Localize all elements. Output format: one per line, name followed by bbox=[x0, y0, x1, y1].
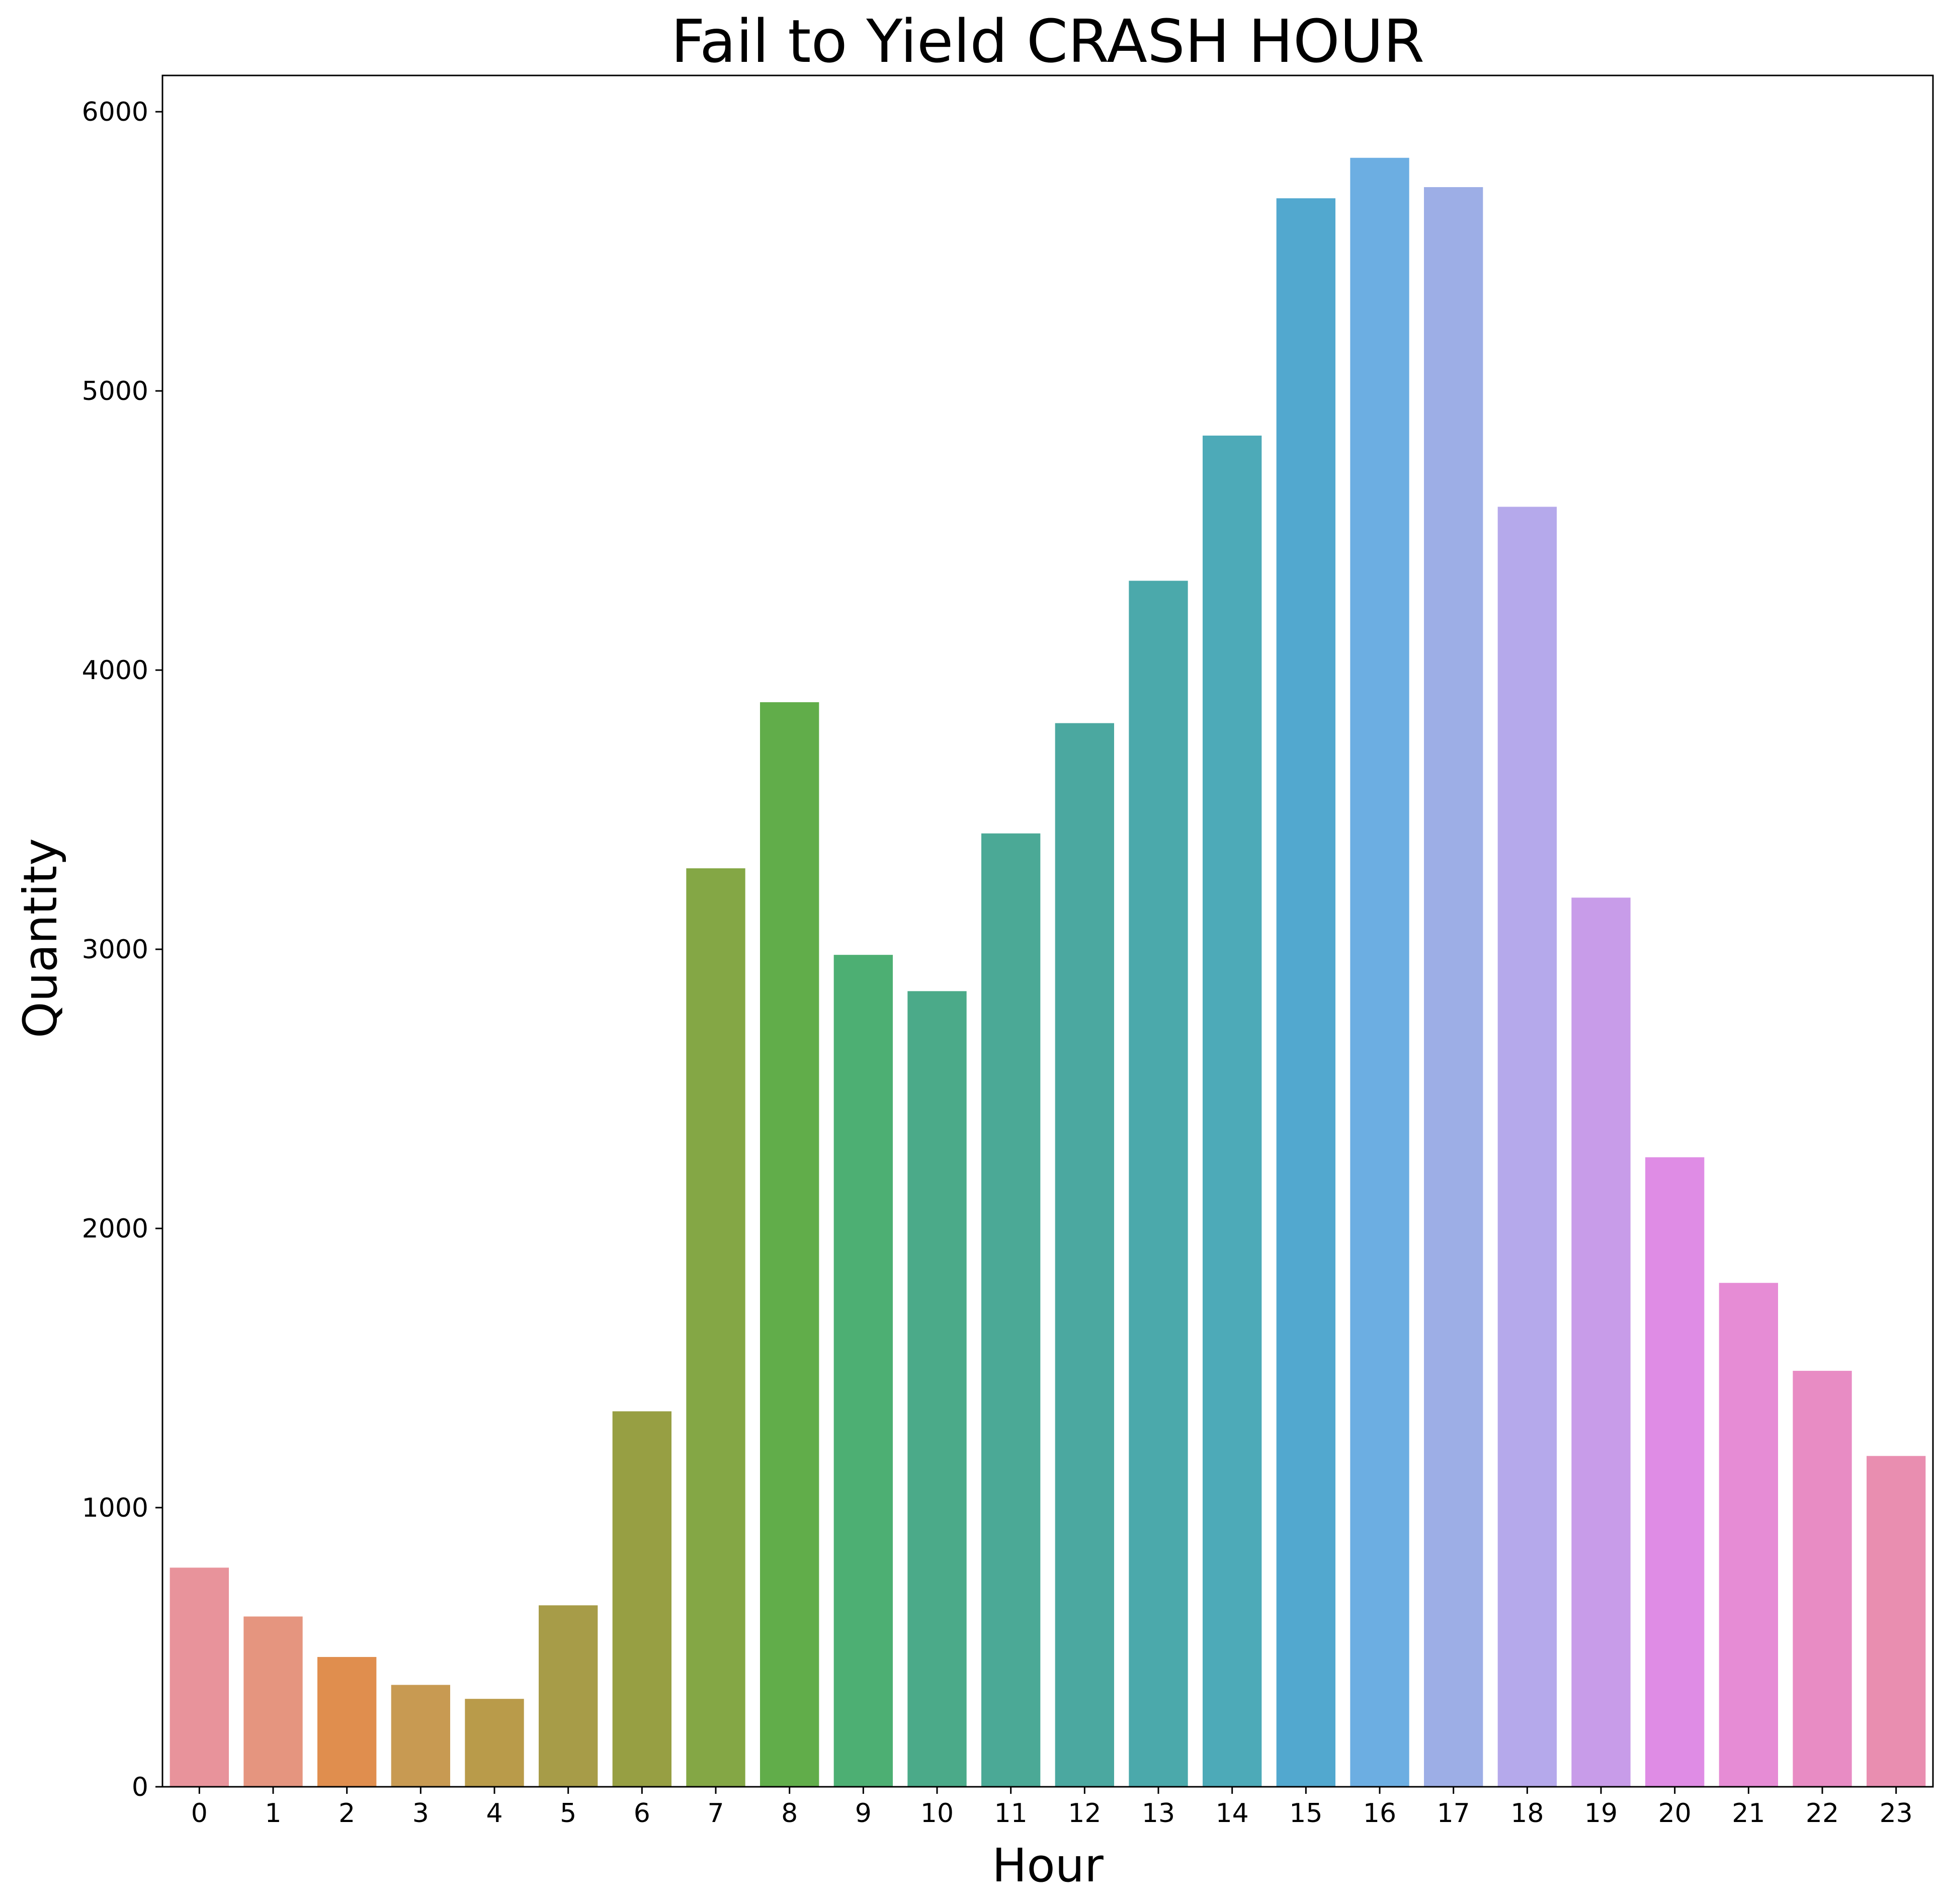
plot-frame bbox=[161, 74, 1934, 1788]
x-tick-label: 9 bbox=[855, 1798, 872, 1829]
y-tick-label: 0 bbox=[132, 1772, 148, 1802]
y-tick-label: 4000 bbox=[82, 655, 148, 686]
x-tick-label: 11 bbox=[994, 1798, 1028, 1829]
bar-hour-13 bbox=[1129, 581, 1188, 1787]
y-tick-label: 3000 bbox=[82, 935, 148, 965]
x-tick-label: 2 bbox=[339, 1798, 355, 1829]
x-tick-label: 10 bbox=[920, 1798, 954, 1829]
bar-hour-0 bbox=[170, 1567, 229, 1787]
chart-title: Fail to Yield CRASH HOUR bbox=[671, 7, 1424, 76]
bar-hour-5 bbox=[539, 1605, 598, 1787]
x-tick-label: 6 bbox=[634, 1798, 650, 1829]
bar-hour-9 bbox=[833, 955, 893, 1787]
bars-group bbox=[170, 157, 1926, 1787]
y-tick-label: 6000 bbox=[82, 97, 148, 127]
y-tick-label: 2000 bbox=[82, 1214, 148, 1244]
x-tick-label: 22 bbox=[1806, 1798, 1839, 1829]
bar-hour-21 bbox=[1719, 1283, 1778, 1787]
bar-hour-22 bbox=[1793, 1371, 1852, 1787]
bar-hour-2 bbox=[317, 1657, 377, 1787]
x-tick-label: 1 bbox=[265, 1798, 281, 1829]
bar-hour-17 bbox=[1424, 187, 1483, 1787]
bar-hour-15 bbox=[1276, 198, 1335, 1787]
x-tick-label: 4 bbox=[486, 1798, 502, 1829]
x-tick-label: 15 bbox=[1289, 1798, 1322, 1829]
bar-hour-18 bbox=[1497, 507, 1557, 1787]
x-tick-label: 5 bbox=[560, 1798, 576, 1829]
x-tick-label: 17 bbox=[1437, 1798, 1470, 1829]
bar-hour-3 bbox=[391, 1685, 450, 1787]
bar-hour-20 bbox=[1645, 1157, 1705, 1787]
x-tick-label: 12 bbox=[1068, 1798, 1101, 1829]
bar-hour-7 bbox=[686, 868, 745, 1787]
y-tick-label: 1000 bbox=[82, 1493, 148, 1523]
bar-hour-8 bbox=[760, 702, 819, 1787]
x-tick-label: 8 bbox=[781, 1798, 798, 1829]
bar-hour-14 bbox=[1203, 435, 1262, 1787]
x-tick-label: 20 bbox=[1658, 1798, 1692, 1829]
x-axis: 0 1 2 3 4 5 6 7 8 9 10 11 12 13 14 15 16 17 18 19 20 21 22 23 bbox=[191, 1787, 1913, 1829]
bar-hour-6 bbox=[612, 1411, 671, 1787]
x-tick-label: 3 bbox=[412, 1798, 429, 1829]
bar-hour-10 bbox=[907, 991, 967, 1787]
x-tick-label: 16 bbox=[1363, 1798, 1396, 1829]
x-tick-label: 21 bbox=[1732, 1798, 1765, 1829]
x-tick-label: 0 bbox=[191, 1798, 208, 1829]
bar-hour-12 bbox=[1055, 723, 1114, 1787]
x-axis-title: Hour bbox=[992, 1839, 1104, 1892]
y-axis-title: Quantity bbox=[14, 838, 67, 1038]
x-tick-label: 23 bbox=[1880, 1798, 1913, 1829]
x-tick-label: 14 bbox=[1216, 1798, 1249, 1829]
bar-hour-16 bbox=[1350, 157, 1409, 1787]
x-tick-label: 19 bbox=[1584, 1798, 1618, 1829]
x-tick-label: 7 bbox=[707, 1798, 724, 1829]
y-axis: 0 1000 2000 3000 4000 5000 6000 bbox=[82, 97, 162, 1802]
bar-hour-1 bbox=[243, 1616, 303, 1787]
x-tick-label: 13 bbox=[1142, 1798, 1175, 1829]
x-tick-label: 18 bbox=[1510, 1798, 1544, 1829]
bar-hour-23 bbox=[1867, 1456, 1926, 1787]
y-tick-label: 5000 bbox=[82, 376, 148, 406]
bar-hour-11 bbox=[981, 833, 1041, 1787]
bar-hour-19 bbox=[1571, 897, 1631, 1787]
bar-hour-4 bbox=[465, 1699, 524, 1787]
